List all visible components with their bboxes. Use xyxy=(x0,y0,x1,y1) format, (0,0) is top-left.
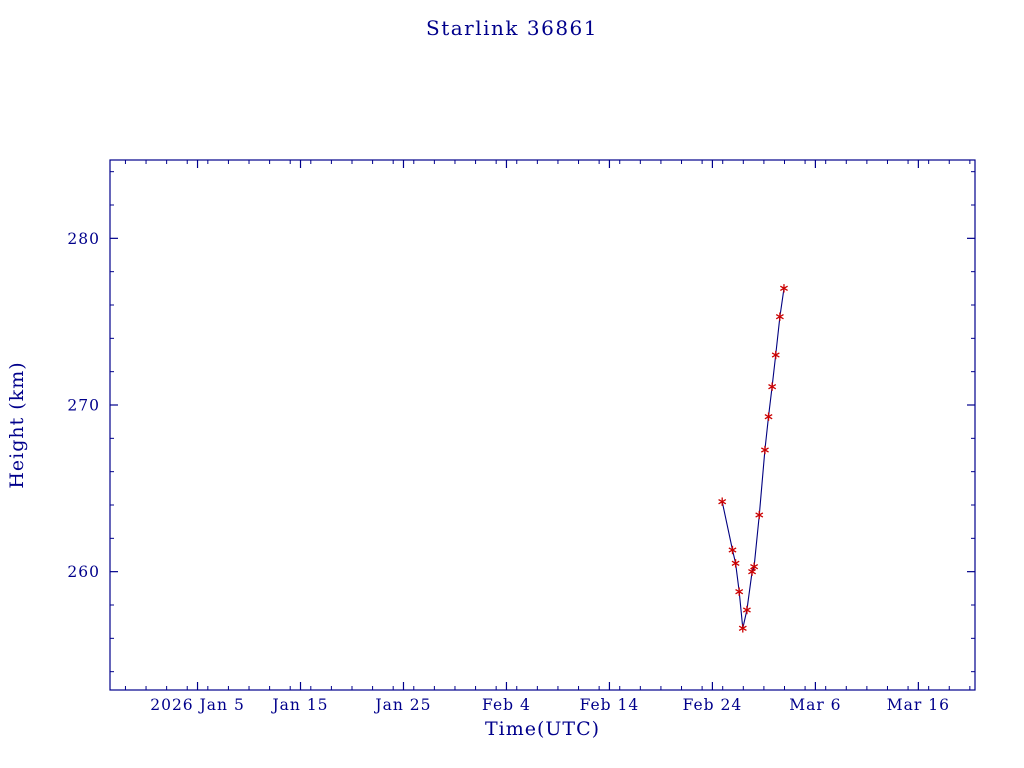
y-tick-label: 260 xyxy=(67,563,100,581)
plot-frame xyxy=(109,159,976,691)
x-tick-label: Mar 16 xyxy=(887,696,950,714)
data-point-marker xyxy=(755,510,764,520)
x-tick-label: Jan 15 xyxy=(270,696,328,714)
height-line xyxy=(721,288,785,629)
y-tick-label: 280 xyxy=(67,230,100,248)
y-tick-label: 270 xyxy=(67,397,100,415)
data-point-marker xyxy=(731,559,740,568)
data-point-marker xyxy=(764,412,773,421)
x-tick-label: Jan 25 xyxy=(373,696,431,714)
data-point-marker xyxy=(775,312,784,321)
x-tick-label: Feb 24 xyxy=(683,696,743,714)
data-point-marker xyxy=(771,350,780,360)
data-point-marker xyxy=(742,605,751,615)
data-point-marker xyxy=(768,382,777,391)
data-point-marker xyxy=(750,562,759,571)
data-point-marker xyxy=(780,284,788,293)
x-tick-label: Mar 6 xyxy=(789,696,841,714)
x-tick-label: 2026 Jan 5 xyxy=(150,696,245,714)
data-point-marker xyxy=(718,497,727,506)
data-point-marker xyxy=(735,587,744,596)
data-point-marker xyxy=(760,445,769,455)
x-tick-label: Feb 14 xyxy=(580,696,640,714)
chart-title: Starlink 36861 xyxy=(426,16,598,40)
data-point-marker xyxy=(728,545,737,555)
data-point-marker xyxy=(738,624,747,633)
x-axis-label: Time(UTC) xyxy=(484,718,601,740)
x-tick-label: Feb 4 xyxy=(482,696,531,714)
